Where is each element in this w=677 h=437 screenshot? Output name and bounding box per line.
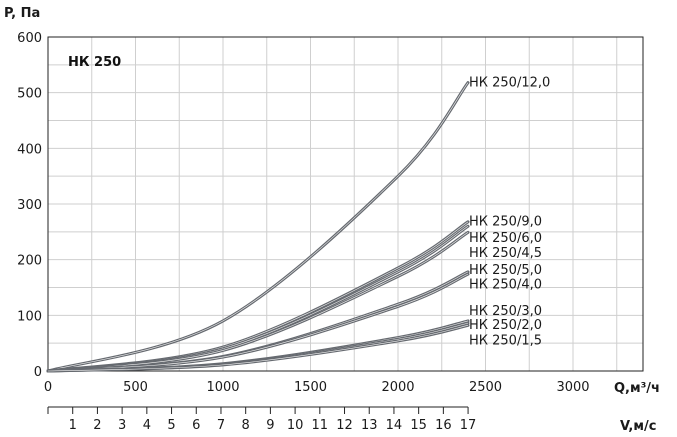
grid-lines [48,37,643,371]
x-tick-label: 3000 [556,380,589,395]
y-tick-label: 600 [17,31,42,46]
velocity-tick-label: 17 [460,418,477,433]
x-tick-label: 500 [123,380,148,395]
series-line-highlight [47,271,469,372]
velocity-tick-label: 1 [69,418,77,433]
y-tick-label: 0 [34,365,42,380]
series-label: НК 250/9,0 [469,215,542,230]
plot-frame [47,36,644,372]
velocity-tick-label: 13 [361,418,378,433]
series-line [46,319,470,373]
x-tick-label: 1000 [206,380,239,395]
series-line-highlight [47,325,469,372]
velocity-tick-label: 3 [118,418,126,433]
velocity-axis: 1 2 3 4 5 6 7 8 9 10 11 12 13 14 15 16 17 [47,406,477,433]
x-tick-label: 2000 [381,380,414,395]
y-axis-ticks: 0 100 200 300 400 500 600 [17,31,42,380]
series-line-highlight [47,320,469,372]
series-label: НК 250/12,0 [469,76,550,91]
series-curves [46,81,470,373]
y-tick-label: 300 [17,198,42,213]
series-label: НК 250/1,5 [469,333,542,348]
series-label: НК 250/2,0 [469,318,542,333]
velocity-tick-label: 10 [287,418,304,433]
series-label: НК 250/5,0 [469,263,542,278]
x-tick-label: 0 [44,380,52,395]
velocity-tick-label: 12 [336,418,353,433]
y-tick-label: 500 [17,87,42,102]
series-label: НК 250/4,5 [469,246,542,261]
velocity-axis-title: V,м/с [620,419,656,434]
velocity-tick-label: 6 [192,418,200,433]
y-tick-label: 100 [17,309,42,324]
x-tick-label: 2500 [469,380,502,395]
velocity-tick-label: 9 [266,418,274,433]
series-line [46,81,470,373]
series-line [46,270,470,373]
chart-title: НК 250 [68,55,121,70]
velocity-tick-label: 5 [167,418,175,433]
y-tick-label: 400 [17,142,42,157]
velocity-tick-label: 15 [410,418,427,433]
velocity-tick-label: 2 [93,418,101,433]
velocity-tick-label: 16 [435,418,452,433]
velocity-tick-label: 4 [143,418,151,433]
series-label: НК 250/6,0 [469,231,542,246]
series-labels: НК 250/12,0НК 250/9,0НК 250/6,0НК 250/4,… [469,76,550,349]
y-axis-title: P, Па [4,6,40,21]
velocity-tick-label: 11 [312,418,329,433]
velocity-tick-label: 7 [217,418,225,433]
y-tick-label: 200 [17,254,42,269]
x-axis-ticks: 0 500 1000 1500 2000 2500 3000 [44,380,590,395]
series-label: НК 250/3,0 [469,304,542,319]
velocity-tick-label: 14 [386,418,403,433]
velocity-tick-label: 8 [242,418,250,433]
series-line-highlight [47,82,469,372]
x-axis-title: Q,м³/ч [614,381,660,396]
x-tick-label: 1500 [294,380,327,395]
series-label: НК 250/4,0 [469,278,542,293]
